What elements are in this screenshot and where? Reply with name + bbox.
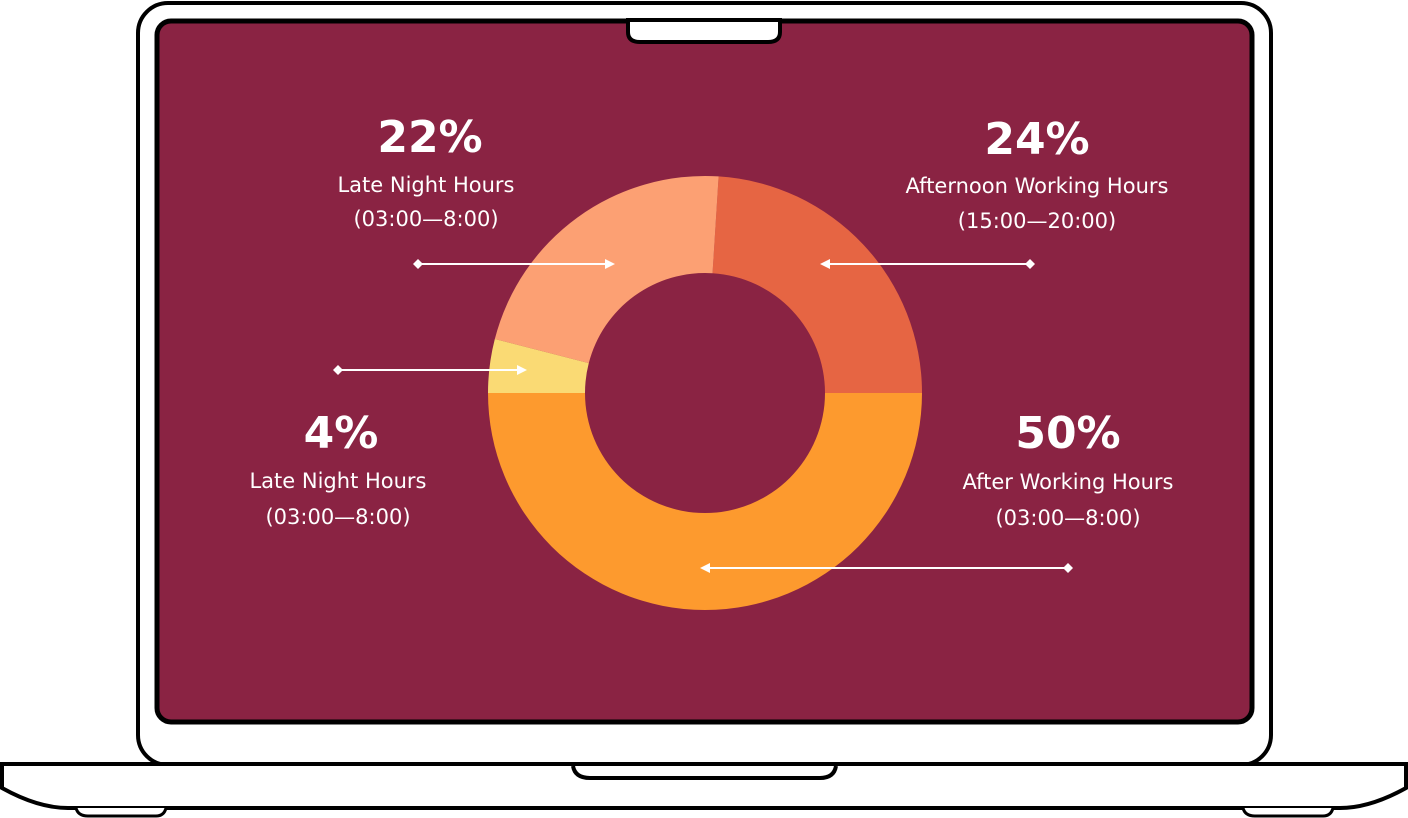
leader-arrow-3 [700,563,1073,573]
slice-range: (03:00—8:00) [265,505,410,529]
donut-slice-3 [488,393,922,610]
slice-range: (03:00—8:00) [995,506,1140,530]
donut-chart [488,176,922,610]
slice-range: (15:00—20:00) [958,209,1116,233]
label-late-night-4: 4% Late Night Hours (03:00—8:00) [249,408,426,529]
label-after-working: 50% After Working Hours (03:00—8:00) [963,408,1174,530]
laptop-base [0,762,1408,810]
camera-notch [626,18,782,44]
donut-slice-0 [712,176,922,393]
slice-name: Late Night Hours [337,173,514,197]
slice-name: Late Night Hours [249,469,426,493]
slice-percent: 4% [304,408,379,459]
label-afternoon: 24% Afternoon Working Hours (15:00—20:00… [906,114,1169,233]
donut-slice-2 [488,339,589,393]
donut-slice-1 [494,176,719,364]
leader-arrow-0 [820,259,1035,269]
slice-range: (03:00—8:00) [353,207,498,231]
leader-arrow-2 [333,365,527,375]
slice-name: Afternoon Working Hours [906,174,1169,198]
label-late-night-22: 22% Late Night Hours (03:00—8:00) [337,112,514,231]
foot-left [74,807,168,818]
foot-right [1241,807,1335,818]
leader-arrow-1 [413,259,615,269]
slice-percent: 22% [377,112,482,163]
slice-percent: 24% [984,114,1089,165]
trackpad-notch [571,765,838,780]
slice-percent: 50% [1015,408,1120,459]
slice-name: After Working Hours [963,470,1174,494]
